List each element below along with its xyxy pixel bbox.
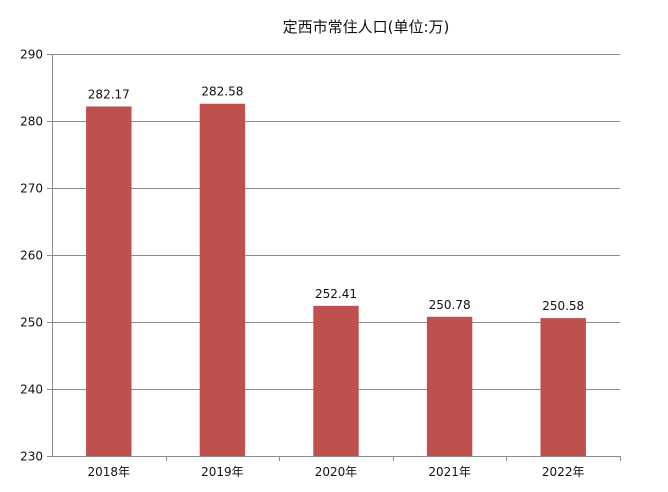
- bar: [199, 103, 246, 457]
- y-tick-label: 250: [20, 316, 43, 330]
- y-tick-label: 240: [20, 383, 43, 397]
- data-label: 282.58: [201, 85, 243, 99]
- x-tick-label: 2021年: [428, 465, 471, 479]
- y-tick-labels: 230 240 250 260 270 280 290: [20, 48, 43, 464]
- data-label: 250.58: [542, 299, 584, 313]
- y-tick-label: 260: [20, 249, 43, 263]
- axes: [47, 54, 621, 461]
- y-tick-label: 230: [20, 450, 43, 464]
- x-tick-labels: 2018年 2019年 2020年 2021年 2022年: [88, 465, 585, 479]
- data-label: 282.17: [88, 87, 130, 101]
- y-tick-label: 270: [20, 182, 43, 196]
- y-tick-label: 290: [20, 48, 43, 62]
- x-tick-label: 2020年: [315, 465, 358, 479]
- x-tick-label: 2019年: [201, 465, 244, 479]
- bars: [86, 103, 586, 457]
- data-labels: 282.17 282.58 252.41 250.78 250.58: [88, 85, 584, 313]
- chart-title: 定西市常住人口(单位:万): [283, 18, 450, 36]
- x-tick-label: 2022年: [542, 465, 585, 479]
- x-tick-label: 2018年: [88, 465, 131, 479]
- bar: [313, 305, 359, 456]
- data-label: 250.78: [429, 298, 471, 312]
- bar: [86, 106, 132, 456]
- data-label: 252.41: [315, 287, 357, 301]
- bar: [426, 316, 473, 456]
- bar: [540, 318, 586, 456]
- gridlines: [52, 54, 620, 390]
- y-tick-label: 280: [20, 115, 43, 129]
